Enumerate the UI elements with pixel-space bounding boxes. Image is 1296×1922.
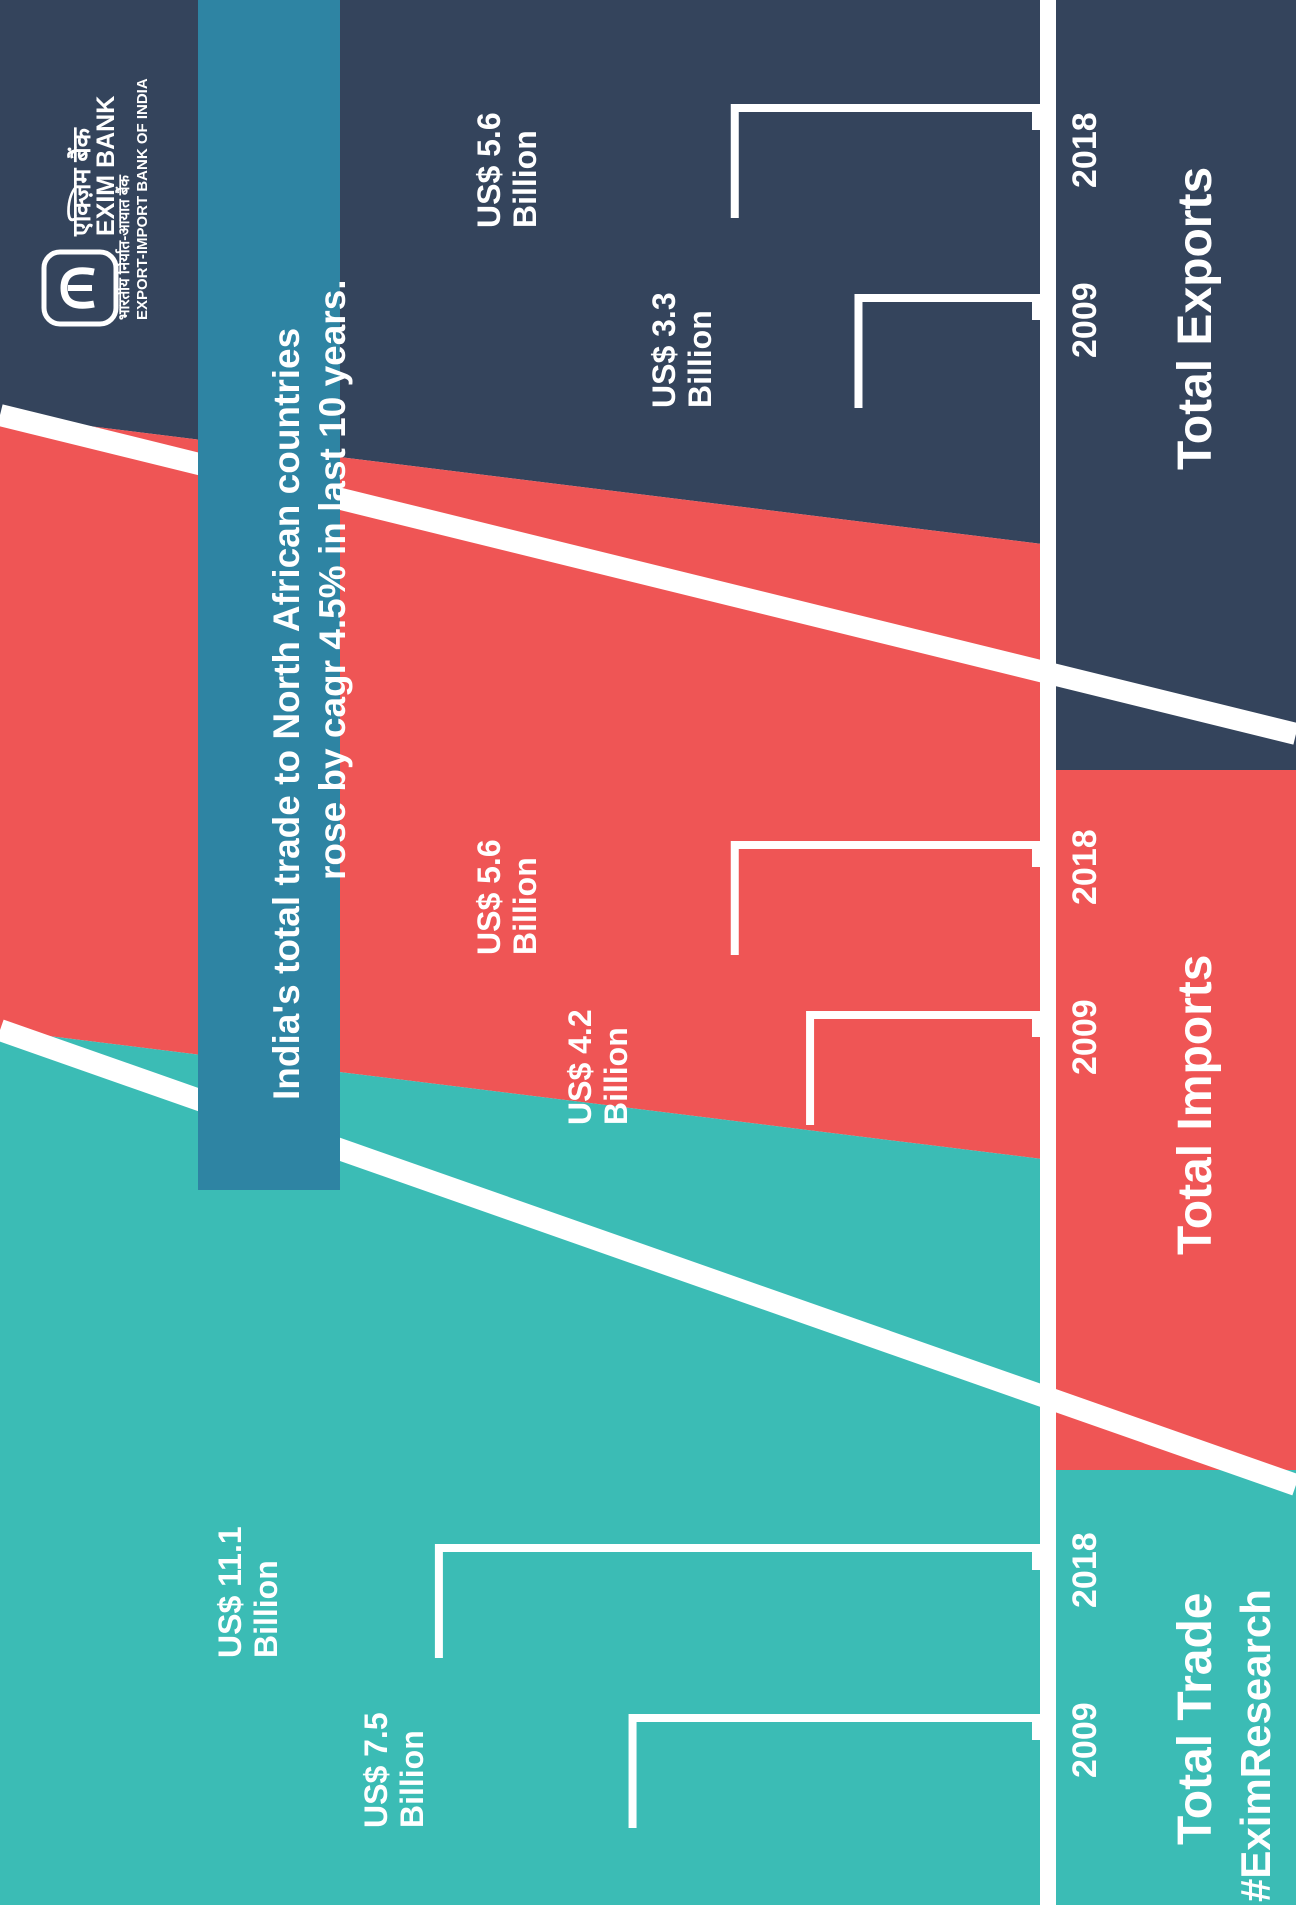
data-label-unit: Billion xyxy=(598,1027,634,1125)
trade-footer-band xyxy=(1050,1470,1296,1922)
tick-imports-2009: 2009 xyxy=(1066,999,1104,1075)
data-label-unit: Billion xyxy=(507,130,543,228)
tick-exports-2009: 2009 xyxy=(1066,282,1104,358)
data-label-exports-2018: US$ 5.6 Billion xyxy=(471,112,543,228)
data-label-value: US$ 3.3 xyxy=(646,292,682,408)
bar-exports-2018 xyxy=(730,104,1040,218)
tick-exports-2018: 2018 xyxy=(1066,112,1104,188)
headline-banner xyxy=(198,0,340,1190)
data-label-value: US$ 5.6 xyxy=(471,839,507,955)
data-label-value: US$ 5.6 xyxy=(471,112,507,228)
group-title-trade: Total Trade xyxy=(1169,1592,1222,1846)
data-label-trade-2018: US$ 11.1 Billion xyxy=(212,1526,284,1658)
group-title-exports: Total Exports xyxy=(1169,166,1222,470)
headline-line2: rose by cagr 4.5% in last 10 years. xyxy=(312,279,353,880)
baseline-divider xyxy=(1040,0,1056,1922)
data-label-value: US$ 4.2 xyxy=(562,1009,598,1125)
group-title-imports: Total Imports xyxy=(1169,954,1222,1255)
data-label-unit: Billion xyxy=(682,310,718,408)
data-label-value: US$ 7.5 xyxy=(358,1712,394,1828)
data-label-trade-2009: US$ 7.5 Billion xyxy=(358,1712,430,1828)
logo-hindi-tagline: भारतीय निर्यात-आयात बैंक xyxy=(116,175,133,320)
tick-imports-2018: 2018 xyxy=(1066,829,1104,905)
exports-footer-band xyxy=(1050,0,1296,770)
tick-trade-2009: 2009 xyxy=(1066,1702,1104,1778)
data-label-unit: Billion xyxy=(394,1730,430,1828)
data-label-unit: Billion xyxy=(507,857,543,955)
trade-band xyxy=(0,1030,1050,1922)
bar-imports-2018 xyxy=(730,841,1040,955)
data-label-imports-2018: US$ 5.6 Billion xyxy=(471,839,543,955)
exim-logo-icon xyxy=(41,249,119,327)
data-label-value: US$ 11.1 xyxy=(212,1526,248,1658)
hashtag: #EximResearch xyxy=(1232,1589,1279,1902)
bar-imports-2009 xyxy=(806,1011,1040,1125)
headline-line1: India's total trade to North African cou… xyxy=(266,327,307,1100)
bar-trade-2009 xyxy=(628,1714,1040,1828)
tick-trade-2018: 2018 xyxy=(1066,1532,1104,1608)
bar-trade-2018 xyxy=(434,1544,1040,1658)
data-label-unit: Billion xyxy=(248,1560,284,1658)
bottom-border xyxy=(0,1905,1296,1922)
bar-exports-2009 xyxy=(854,294,1040,408)
data-label-imports-2009: US$ 4.2 Billion xyxy=(562,1009,634,1125)
imports-band xyxy=(0,415,1050,1160)
imports-footer-band xyxy=(1050,770,1296,1470)
data-label-exports-2009: US$ 3.3 Billion xyxy=(646,292,718,408)
logo-english-tagline: EXPORT-IMPORT BANK OF INDIA xyxy=(134,78,151,320)
